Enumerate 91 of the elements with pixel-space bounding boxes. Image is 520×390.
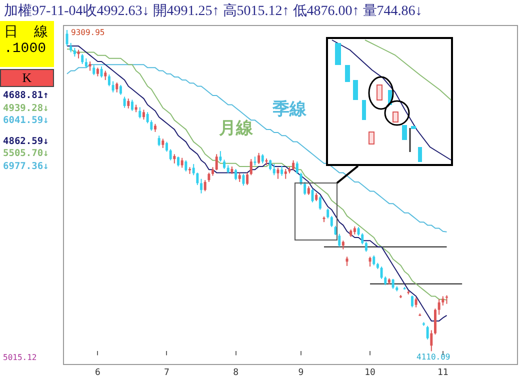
candlestick bbox=[346, 256, 348, 266]
candlestick bbox=[119, 84, 122, 96]
candlestick bbox=[92, 64, 96, 76]
text: 5505.70↓ bbox=[2, 148, 50, 160]
text: 4939.28↓ bbox=[2, 102, 50, 115]
candlestick bbox=[88, 61, 92, 72]
candlestick bbox=[169, 148, 172, 161]
candlestick bbox=[250, 158, 252, 176]
candlestick bbox=[318, 196, 322, 210]
candlestick bbox=[184, 160, 188, 172]
candlestick bbox=[258, 152, 260, 165]
x-tick-label: 10 bbox=[364, 368, 376, 378]
candlestick bbox=[311, 188, 314, 203]
x-tick-label: 6 bbox=[94, 368, 100, 378]
candlestick bbox=[165, 141, 168, 152]
candlestick bbox=[146, 112, 149, 124]
candlestick bbox=[338, 233, 341, 248]
candlestick bbox=[180, 157, 184, 168]
candlestick bbox=[84, 58, 88, 68]
candlestick bbox=[223, 159, 226, 170]
candlestick bbox=[196, 172, 199, 186]
candlestick bbox=[176, 156, 180, 168]
candlestick bbox=[372, 254, 376, 266]
candlestick bbox=[392, 278, 394, 290]
candlestick bbox=[142, 109, 145, 120]
annotation: 9309.95 bbox=[71, 28, 105, 38]
candlestick bbox=[300, 172, 302, 186]
chart-title: 加權97-11-04收4992.63↓ 開4991.25↑ 高5015.12↑ 低4876.00↑ 量744.86↓ bbox=[4, 2, 422, 20]
candlestick bbox=[380, 266, 383, 280]
candlestick bbox=[434, 308, 436, 336]
x-tick-label: 7 bbox=[164, 368, 170, 378]
candlestick bbox=[261, 154, 264, 164]
text: 6977.36↓ bbox=[2, 160, 50, 173]
candlestick bbox=[304, 181, 306, 196]
candlestick bbox=[112, 80, 114, 93]
candlestick bbox=[104, 70, 107, 81]
candlestick bbox=[66, 30, 68, 47]
x-tick-label: 9 bbox=[298, 368, 304, 378]
candlestick bbox=[269, 159, 272, 171]
candlestick bbox=[150, 120, 153, 132]
text: 4688.81↑ bbox=[2, 90, 50, 102]
candlestick bbox=[442, 296, 444, 306]
candlestick bbox=[410, 295, 414, 308]
text: K bbox=[0, 69, 54, 87]
candlestick bbox=[116, 82, 118, 93]
text: 日線 bbox=[3, 24, 64, 41]
candlestick bbox=[284, 168, 287, 180]
text: 6041.59↓ bbox=[2, 115, 50, 128]
candlestick bbox=[242, 173, 245, 186]
series-label: 月線 bbox=[218, 118, 254, 138]
candlestick bbox=[276, 167, 280, 180]
candlestick bbox=[330, 215, 333, 228]
candlestick bbox=[426, 325, 429, 340]
candlestick bbox=[368, 256, 372, 268]
candlestick bbox=[234, 168, 238, 181]
candlestick bbox=[173, 154, 176, 164]
candlestick bbox=[138, 106, 142, 119]
candlestick bbox=[414, 296, 418, 308]
candlestick bbox=[81, 54, 84, 64]
candlestick bbox=[292, 160, 295, 171]
candlestick bbox=[204, 180, 206, 192]
candlestick bbox=[430, 330, 433, 352]
candlestick bbox=[361, 232, 364, 245]
candlestick bbox=[208, 172, 210, 182]
x-tick-label: 11 bbox=[437, 368, 448, 378]
candlestick bbox=[127, 98, 130, 109]
candlestick bbox=[438, 298, 440, 316]
text: 5015.12 bbox=[3, 353, 37, 362]
candlestick bbox=[326, 208, 330, 219]
candlestick bbox=[272, 164, 276, 176]
candlestick bbox=[246, 172, 249, 186]
candlestick bbox=[123, 96, 126, 108]
candlestick bbox=[70, 42, 72, 53]
candlestick bbox=[280, 165, 284, 176]
text: .1000 bbox=[0, 41, 54, 67]
candlestick bbox=[108, 74, 110, 87]
text: 4110.09 bbox=[416, 352, 450, 362]
series-label: 季線 bbox=[271, 100, 308, 120]
candlestick bbox=[100, 66, 103, 78]
text: 4862.59↓ bbox=[2, 136, 50, 148]
candlestick bbox=[238, 172, 241, 182]
candlestick bbox=[162, 138, 164, 148]
candlestick bbox=[192, 164, 195, 176]
candlestick bbox=[219, 150, 222, 162]
candlestick bbox=[296, 161, 298, 174]
candlestick bbox=[364, 241, 368, 252]
candlestick bbox=[215, 154, 218, 171]
candlestick bbox=[130, 99, 134, 112]
candlestick bbox=[200, 178, 203, 194]
candlestick bbox=[158, 135, 160, 147]
x-tick-label: 8 bbox=[233, 368, 238, 378]
